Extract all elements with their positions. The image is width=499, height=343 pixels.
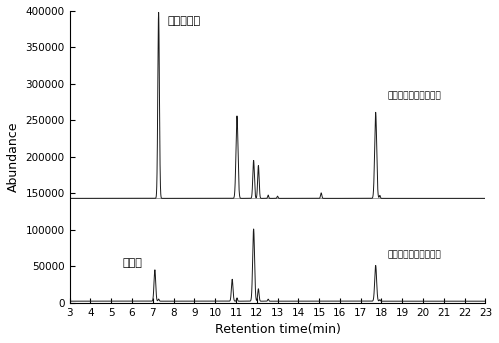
X-axis label: Retention time(min): Retention time(min) (215, 323, 340, 336)
Text: 肉桂酸乙酯: 肉桂酸乙酯 (167, 16, 201, 26)
Text: 肉桂酸: 肉桂酸 (123, 258, 143, 268)
Y-axis label: Abundance: Abundance (7, 121, 20, 192)
Text: 肉桂酸龨衍生前色谱图: 肉桂酸龨衍生前色谱图 (388, 250, 442, 259)
Text: 肉桂酸龨衍生后色谱图: 肉桂酸龨衍生后色谱图 (388, 91, 442, 100)
